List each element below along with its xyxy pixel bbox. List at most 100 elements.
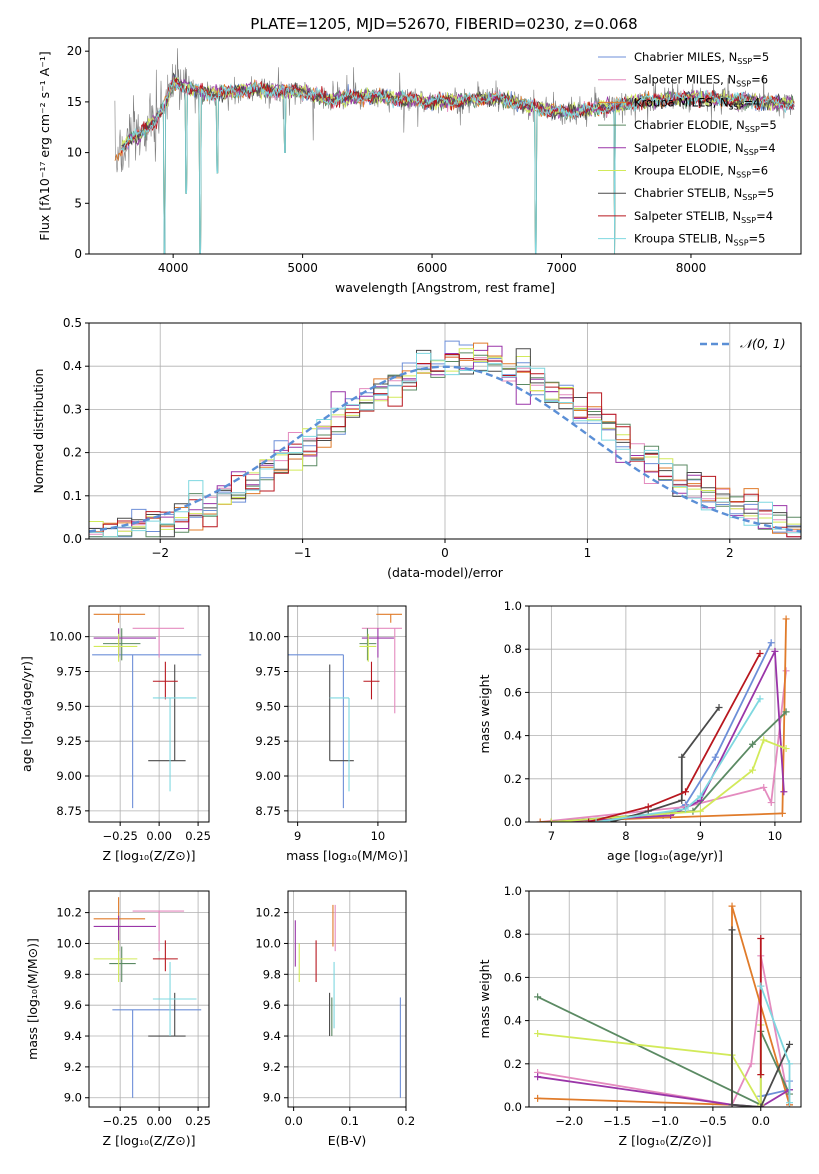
x-tick-label: 7 — [548, 829, 555, 843]
x-axis-label: E(B-V) — [328, 1133, 367, 1148]
legend-tail: =4 — [759, 141, 776, 155]
weight-marker-salpeter_stelib — [681, 788, 689, 796]
y-tick-label: 9.75 — [56, 664, 82, 678]
plot-area — [536, 615, 790, 822]
x-tick-label: −1.0 — [651, 1114, 679, 1128]
y-tick-label: 9.8 — [263, 967, 281, 981]
x-tick-label: 9 — [697, 829, 704, 843]
weight-marker-salpeter_miles — [767, 799, 775, 807]
y-tick-label: 9.6 — [64, 998, 82, 1012]
x-tick-label: 0.00 — [146, 1114, 172, 1128]
y-tick-label: 0.0 — [63, 532, 82, 546]
weight-line-kroupa_stelib — [595, 698, 761, 822]
y-tick-label: 0.0 — [504, 1100, 522, 1114]
weight-marker-salpeter_stelib — [757, 1071, 765, 1079]
weight-marker-chabrier_elodie — [782, 708, 790, 716]
weight-marker-salpeter_stelib — [757, 935, 765, 943]
weight-marker-kroupa_miles — [728, 902, 736, 910]
legend-label-salpeter_elodie: Salpeter ELODIE, NSSP=4 — [634, 141, 776, 157]
y-tick-label: 9.2 — [64, 1060, 82, 1074]
spectrum-panel: 4000 5000 6000 7000 8000 0 5 10 15 20 wavelength [… — [37, 37, 802, 295]
weight-marker-kroupa_stelib — [756, 695, 764, 703]
y-tick-label: 5 — [74, 196, 82, 210]
x-tick-label: −0.25 — [103, 829, 138, 843]
weight-marker-chabrier_elodie — [534, 993, 542, 1001]
weight-line-salpeter_stelib — [588, 653, 761, 822]
x-tick-label: 10 — [371, 829, 386, 843]
weight-marker-chabrier_stelib — [786, 1040, 794, 1048]
legend-subscript: SSP — [734, 239, 749, 248]
y-tick-label: 9.25 — [56, 734, 82, 748]
y-tick-label: 0.2 — [504, 772, 522, 786]
weight-marker-kroupa_stelib — [592, 818, 600, 822]
x-tick-label: −0.5 — [699, 1114, 727, 1128]
mass-vs-metallicity-panel: −0.25 0.00 0.25 9.0 9.2 9.4 9.6 9.8 10.0 10.2 Z [l… — [25, 890, 211, 1148]
x-axis-label: mass [log₁₀(M/M⊙)] — [286, 848, 408, 863]
mass-weight-vs-metallicity-panel: −2.0 −1.5 −1.0 −0.5 0.0 0.0 0.2 0.4 0.6 0.8 1.0 Z [… — [477, 884, 802, 1148]
y-axis-label: mass weight — [477, 959, 492, 1038]
x-tick-label: 0.25 — [185, 829, 211, 843]
legend-subscript: SSP — [736, 171, 751, 180]
y-tick-label: 1.0 — [504, 884, 522, 898]
weight-marker-salpeter_miles — [760, 783, 768, 791]
y-tick-label: 20 — [67, 44, 82, 58]
y-tick-label: 0.8 — [504, 927, 522, 941]
axes-frame — [88, 37, 802, 255]
axes-frame — [88, 605, 210, 823]
x-tick-label: 0.00 — [146, 829, 172, 843]
legend-label-kroupa_stelib: Kroupa STELIB, NSSP=5 — [634, 232, 765, 248]
axes-frame — [287, 890, 407, 1108]
legend-subscript: SSP — [741, 216, 756, 225]
x-tick-label: −1.5 — [603, 1114, 631, 1128]
x-axis-label: Z [log₁₀(Z/Z⊙)] — [103, 1133, 196, 1148]
plot-area — [294, 904, 401, 1098]
y-tick-label: 9.0 — [64, 1091, 82, 1105]
age-vs-metallicity-panel: −0.25 0.00 0.25 8.75 9.00 9.25 9.50 9.75 10.00 Z … — [19, 605, 211, 863]
y-tick-label: 0.5 — [63, 316, 82, 330]
y-tick-label: 0.6 — [504, 970, 522, 984]
y-tick-label: 8.75 — [255, 804, 281, 818]
weight-marker-kroupa_elodie — [782, 745, 790, 753]
x-tick-label: 6000 — [417, 261, 448, 275]
y-axis-label: age [log₁₀(age/yr)] — [19, 656, 34, 772]
legend-label-chabrier_elodie: Chabrier ELODIE, NSSP=5 — [634, 118, 777, 134]
y-tick-label: 9.4 — [64, 1029, 82, 1043]
weight-marker-salpeter_stelib — [756, 650, 764, 658]
x-tick-label: 5000 — [287, 261, 318, 275]
plot-area — [288, 613, 402, 809]
x-tick-label: −2 — [151, 546, 169, 560]
x-tick-label: 0.0 — [752, 1114, 770, 1128]
plot-area — [114, 48, 795, 254]
legend-label-kroupa_elodie: Kroupa ELODIE, NSSP=6 — [634, 164, 768, 180]
plot-area — [534, 902, 794, 1107]
y-axis-label: Normed distribution — [31, 369, 46, 494]
y-tick-label: 10.2 — [255, 906, 281, 920]
mass-vs-ebv-panel: 0.0 0.1 0.2 9.0 9.2 9.4 9.6 9.8 10.0 10.2 E(B-V) — [255, 890, 415, 1148]
x-tick-label: −1 — [294, 546, 312, 560]
y-axis-label: mass [log₁₀(M/M⊙)] — [25, 938, 40, 1060]
y-tick-label: 9.2 — [263, 1060, 281, 1074]
weight-marker-kroupa_stelib — [696, 792, 704, 800]
weight-marker-chabrier_stelib — [728, 1101, 736, 1107]
legend-subscript: SSP — [744, 148, 759, 157]
weight-marker-kroupa_elodie — [749, 766, 757, 774]
y-tick-label: 0.4 — [504, 729, 522, 743]
x-tick-label: 7000 — [546, 261, 577, 275]
weight-marker-kroupa_elodie — [760, 736, 768, 744]
weight-marker-chabrier_stelib — [728, 926, 736, 934]
x-tick-label: 1 — [584, 546, 592, 560]
y-tick-label: 10.00 — [248, 630, 281, 644]
spectrum-title: PLATE=1205, MJD=52670, FIBERID=0230, z=0… — [250, 15, 637, 33]
y-tick-label: 10.0 — [56, 936, 82, 950]
x-tick-label: 2 — [726, 546, 734, 560]
axes-frame — [528, 605, 802, 823]
plot-area — [93, 897, 202, 1098]
y-tick-label: 0.6 — [504, 685, 522, 699]
legend-tail: =6 — [751, 73, 768, 87]
x-axis-label: Z [log₁₀(Z/Z⊙)] — [619, 1133, 712, 1148]
spectrum-legend: Chabrier MILES, NSSP=5 Salpeter MILES, NS… — [598, 50, 777, 248]
plot-area — [92, 613, 202, 809]
y-tick-label: 9.4 — [263, 1029, 281, 1043]
gaussian-curve — [89, 365, 801, 533]
weight-marker-chabrier_stelib — [678, 753, 686, 761]
